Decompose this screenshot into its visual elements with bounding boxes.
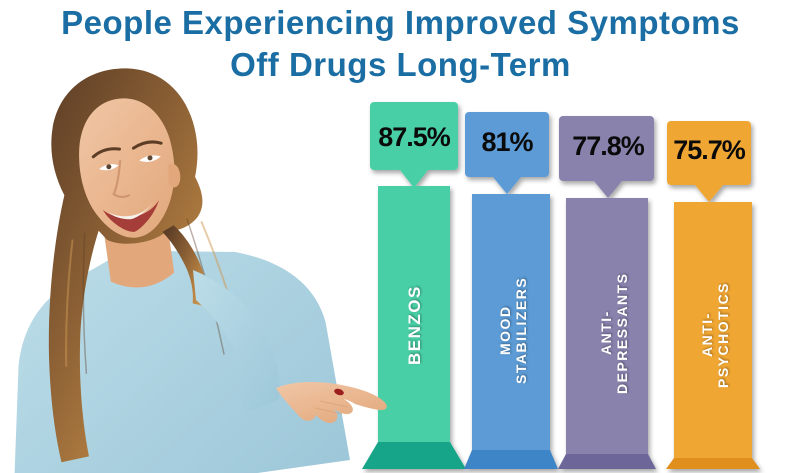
svg-text:77.8%: 77.8% xyxy=(572,131,645,161)
svg-text:75.7%: 75.7% xyxy=(673,135,746,165)
svg-text:81%: 81% xyxy=(481,127,533,157)
